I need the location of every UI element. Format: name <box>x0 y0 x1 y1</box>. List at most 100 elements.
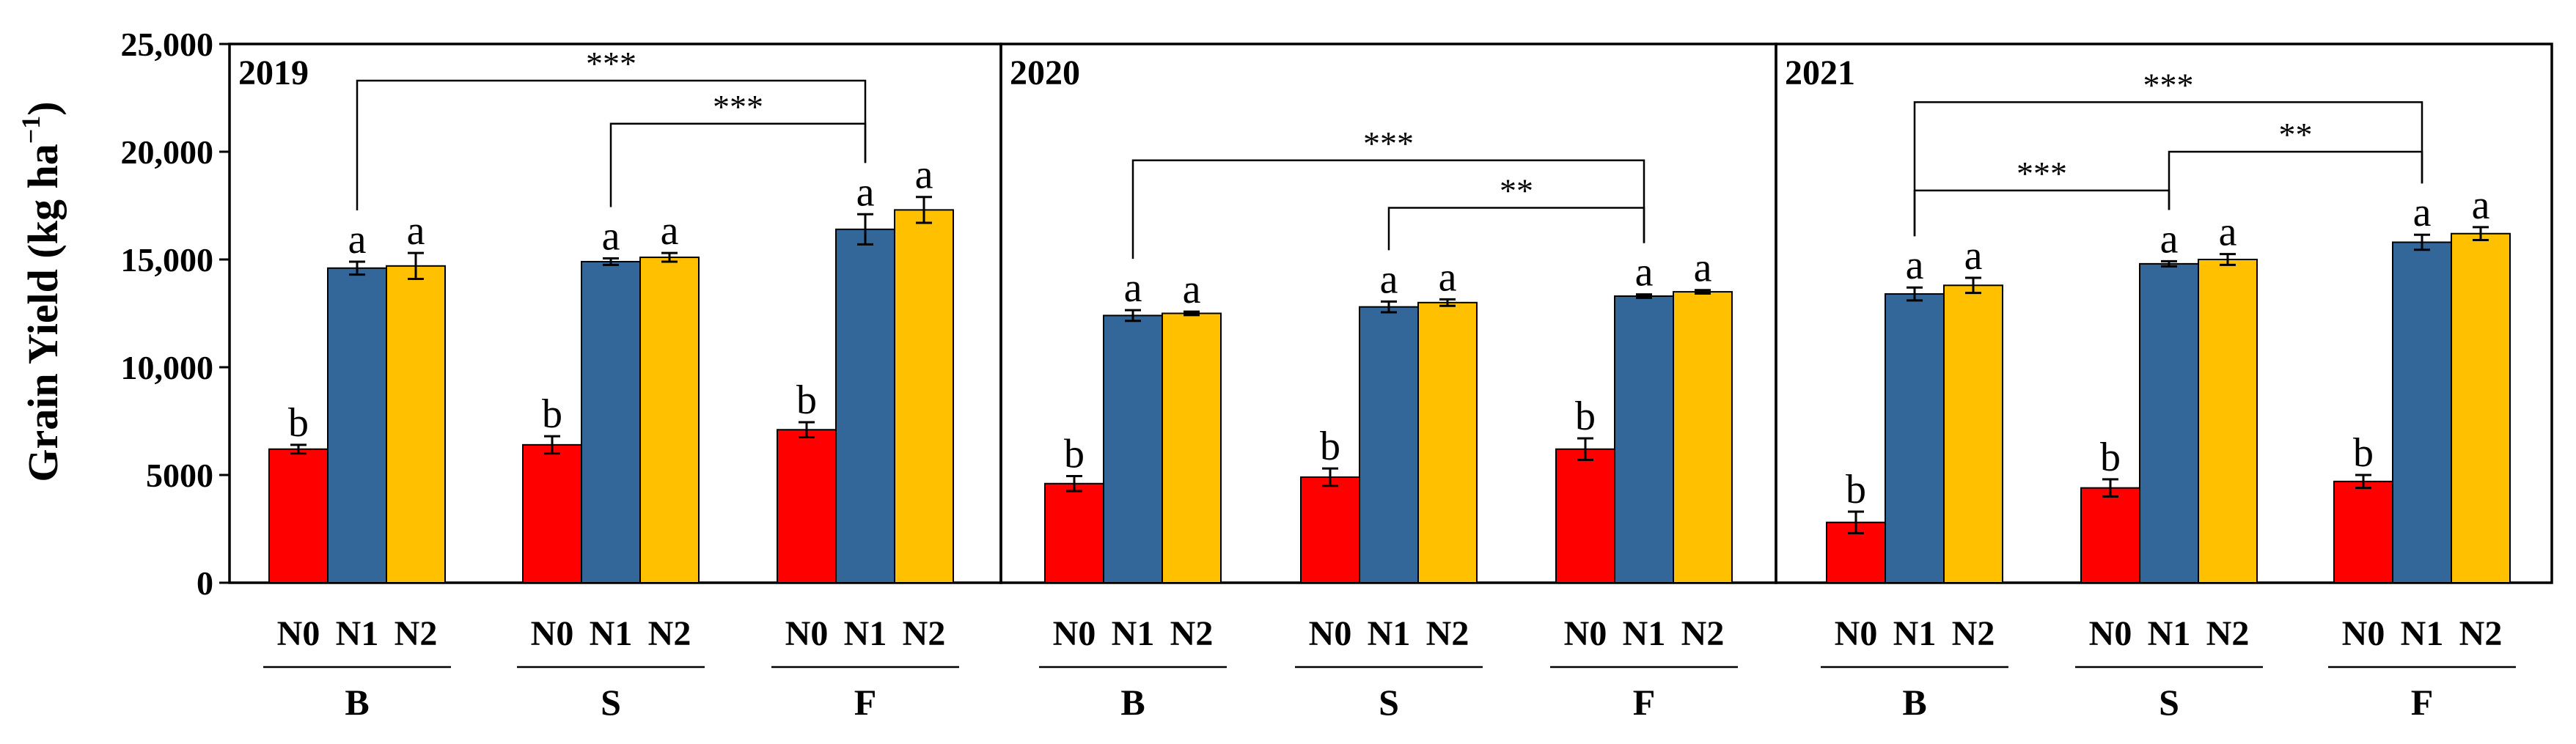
panel-year-label: 2019 <box>238 54 309 92</box>
significance-bracket <box>1913 189 2170 237</box>
significance-letter: a <box>1964 233 1983 279</box>
significance-letter: b <box>796 377 817 423</box>
significance-letter: b <box>1575 394 1596 439</box>
bar-N1 <box>581 260 641 583</box>
significance-letter: b <box>1846 467 1866 512</box>
significance-letter: b <box>1064 431 1085 476</box>
bar-N1 <box>835 228 895 583</box>
n-level-label: N0 <box>531 614 574 653</box>
bar-N2 <box>894 209 954 583</box>
n-level-label: N2 <box>1426 614 1469 653</box>
significance-letter: a <box>2472 183 2490 228</box>
significance-letter: a <box>1183 267 1201 312</box>
significance-stars: *** <box>586 45 636 82</box>
y-tick-label: 20,000 <box>121 133 214 171</box>
significance-letter: a <box>1635 250 1654 295</box>
significance-letter: a <box>2413 190 2432 235</box>
panel-2021: 2021bN0aN1aN2BbN0aN1aN2SbN0aN1aN2F******… <box>1775 43 2553 723</box>
n-level-label: N1 <box>336 614 379 653</box>
y-tick-label: 15,000 <box>121 241 214 279</box>
category-label: S <box>2159 682 2179 723</box>
panels: 2019bN0aN1aN2BbN0aN1aN2SbN0aN1aN2F******… <box>228 43 2553 723</box>
bar-N2 <box>1943 284 2003 583</box>
significance-bracket <box>1913 101 2423 237</box>
significance-letter: a <box>1694 246 1712 291</box>
panel-2019: 2019 b N0 a N1 a N2 Bb N0 a N1 a N2 Sb N0 a N1 a N2 F *** *** <box>228 43 1002 723</box>
bar-N1 <box>1614 295 1674 583</box>
bar-N0 <box>1300 476 1360 583</box>
n-level-label: N2 <box>648 614 691 653</box>
bar-N0 <box>522 443 582 584</box>
n-level-label: N2 <box>903 614 946 653</box>
category-label: S <box>601 682 621 723</box>
bar-N2 <box>386 265 446 583</box>
significance-letter: b <box>542 391 562 437</box>
y-axis: 0 5000 10,000 15,000 20,000 25,000 <box>121 26 230 602</box>
significance-letter: b <box>2353 430 2374 476</box>
significance-letter: a <box>407 208 425 254</box>
bar-N1 <box>1885 293 1945 583</box>
significance-letter: a <box>602 214 620 259</box>
n-level-label: N1 <box>844 614 887 653</box>
category-label: B <box>345 682 369 723</box>
bar-N0 <box>1555 448 1615 583</box>
significance-stars: *** <box>713 88 763 125</box>
bar-N2 <box>2198 259 2258 583</box>
n-level-label: N0 <box>1835 614 1878 653</box>
bar-N1 <box>2139 262 2199 583</box>
significance-letter: a <box>348 217 367 262</box>
bar-N0 <box>777 429 837 584</box>
category-label: B <box>1120 682 1145 723</box>
n-level-label: N2 <box>1952 614 1995 653</box>
bar-N0 <box>268 448 329 583</box>
n-level-label: N2 <box>395 614 438 653</box>
significance-letter: a <box>1906 243 1924 288</box>
bar-N2 <box>1673 291 1733 583</box>
n-level-label: N0 <box>2342 614 2385 653</box>
n-level-label: N0 <box>2089 614 2132 653</box>
category-label: F <box>854 682 877 723</box>
significance-letter: a <box>856 169 875 215</box>
category-label: F <box>2411 682 2434 723</box>
n-level-label: N1 <box>2401 614 2444 653</box>
significance-letter: a <box>1439 254 1457 300</box>
significance-bracket <box>2168 150 2423 210</box>
bar-N0 <box>2333 480 2393 583</box>
bar-N1 <box>1103 314 1163 583</box>
n-level-label: N2 <box>2206 614 2250 653</box>
panel-year-label: 2020 <box>1010 54 1080 92</box>
significance-stars: *** <box>2143 66 2194 103</box>
significance-stars: *** <box>2017 155 2067 192</box>
bar-N2 <box>1162 312 1222 583</box>
significance-bracket <box>1131 159 1645 259</box>
significance-stars: ** <box>1500 172 1533 209</box>
bar-N0 <box>1044 482 1104 584</box>
significance-bracket <box>356 79 867 210</box>
category-label: S <box>1379 682 1399 723</box>
n-level-label: N1 <box>1368 614 1411 653</box>
bar-N2 <box>1417 301 1478 583</box>
n-level-label: N1 <box>1893 614 1937 653</box>
n-level-label: N1 <box>590 614 633 653</box>
significance-bracket <box>1387 207 1645 251</box>
n-level-label: N2 <box>1170 614 1214 653</box>
n-level-label: N0 <box>277 614 320 653</box>
bar-N0 <box>2080 487 2140 584</box>
category-label: B <box>1902 682 1926 723</box>
significance-bracket <box>609 122 867 207</box>
bar-N1 <box>327 267 387 583</box>
n-level-label: N0 <box>1309 614 1352 653</box>
significance-letter: b <box>1320 424 1340 469</box>
y-tick-label: 25,000 <box>121 26 214 63</box>
significance-letter: a <box>661 208 679 254</box>
significance-stars: *** <box>1363 125 1414 162</box>
significance-letter: a <box>2160 216 2179 262</box>
y-tick-label: 5000 <box>146 457 213 494</box>
bar-N1 <box>1359 306 1419 583</box>
y-tick-label: 0 <box>197 564 213 602</box>
significance-letter: a <box>1124 265 1142 311</box>
significance-stars: ** <box>2279 116 2313 153</box>
category-label: F <box>1633 682 1656 723</box>
